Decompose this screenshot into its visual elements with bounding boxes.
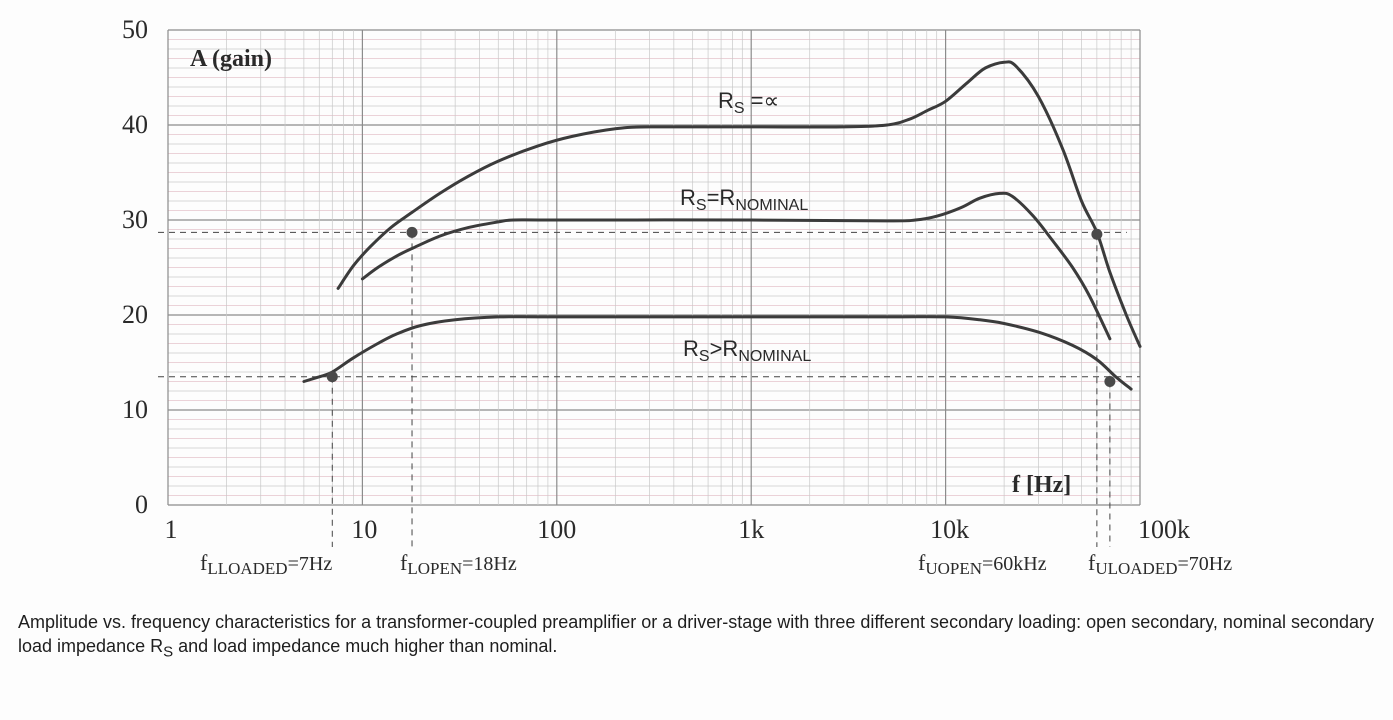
frequency-annotation: fUOPEN=60kHz — [918, 550, 1047, 578]
series-label-sub: NOMINAL — [735, 197, 808, 214]
y-tick-label: 0 — [135, 490, 148, 519]
y-tick-label: 40 — [122, 110, 148, 139]
frequency-annotation-f: f — [1088, 550, 1096, 575]
x-axis-label: f [Hz] — [1012, 472, 1071, 498]
x-tick-label: 100k — [1138, 515, 1190, 544]
caption-prefix: Amplitude vs. frequency characteristics … — [18, 612, 1375, 656]
y-tick-label: 20 — [122, 300, 148, 329]
frequency-annotation-value: =60kHz — [982, 553, 1047, 575]
frequency-annotation-sub: LOPEN — [407, 559, 462, 578]
series-label-sub: S — [696, 197, 707, 214]
x-tick-label: 1k — [738, 515, 764, 544]
frequency-annotation-sub: LLOADED — [207, 559, 287, 578]
series-label-rest: =∝ — [745, 88, 780, 113]
series-label-sub: NOMINAL — [738, 348, 811, 365]
series-label: RS=RNOMINAL — [680, 185, 808, 214]
figure-caption: Amplitude vs. frequency characteristics … — [18, 610, 1378, 665]
frequency-annotation: fLOPEN=18Hz — [400, 550, 517, 578]
x-tick-label: 10 — [351, 515, 377, 544]
data-point-marker — [326, 371, 338, 383]
y-tick-label: 30 — [122, 205, 148, 234]
data-point-marker — [1104, 376, 1116, 387]
x-tick-label: 1 — [165, 515, 178, 544]
y-axis-label: A (gain) — [190, 46, 272, 72]
frequency-annotation-value: =18Hz — [462, 553, 517, 575]
data-point-marker — [1091, 228, 1103, 240]
frequency-annotation-value: =70Hz — [1177, 553, 1232, 575]
series-label-rest: >R — [710, 336, 739, 361]
frequency-annotation-f: f — [918, 550, 926, 575]
curves — [302, 60, 1142, 391]
markers — [326, 226, 1116, 387]
series-label-sub: S — [734, 100, 745, 117]
data-point-marker — [406, 226, 418, 238]
y-tick-label: 50 — [122, 15, 148, 44]
frequency-annotation: fLLOADED=7Hz — [200, 550, 332, 578]
frequency-annotation-sub: UOPEN — [925, 559, 982, 578]
chart-text: A (gain) f [Hz] 0 10 20 30 40 50 1 10 100 1k 10k 10… — [122, 15, 1232, 578]
series-label-sub: S — [699, 348, 710, 365]
caption-subscript: S — [163, 643, 174, 661]
frequency-annotation-sub: ULOADED — [1095, 559, 1177, 578]
series-rs-above-nominal — [302, 315, 1133, 391]
series-rs-infinite — [336, 60, 1142, 348]
frequency-annotation-f: f — [200, 550, 208, 575]
frequency-annotation-value: =7Hz — [288, 553, 333, 575]
series-label: RS>RNOMINAL — [683, 336, 811, 365]
x-tick-label: 100 — [537, 515, 576, 544]
frequency-annotation-f: f — [400, 550, 408, 575]
x-tick-label: 10k — [930, 515, 969, 544]
series-label-main: R — [683, 336, 699, 361]
series-label: RS =∝ — [718, 88, 779, 117]
frequency-annotation: fULOADED=70Hz — [1088, 550, 1232, 578]
series-label-main: R — [718, 88, 734, 113]
series-label-rest: =R — [707, 185, 736, 210]
grid — [167, 29, 1141, 506]
y-tick-label: 10 — [122, 395, 148, 424]
reference-lines — [158, 231, 1140, 547]
series-rs-nominal — [360, 191, 1112, 341]
gain-frequency-chart: A (gain) f [Hz] 0 10 20 30 40 50 1 10 100 1k 10k 10… — [122, 15, 1232, 578]
series-label-main: R — [680, 185, 696, 210]
caption-suffix: and load impedance much higher than nomi… — [173, 636, 558, 656]
